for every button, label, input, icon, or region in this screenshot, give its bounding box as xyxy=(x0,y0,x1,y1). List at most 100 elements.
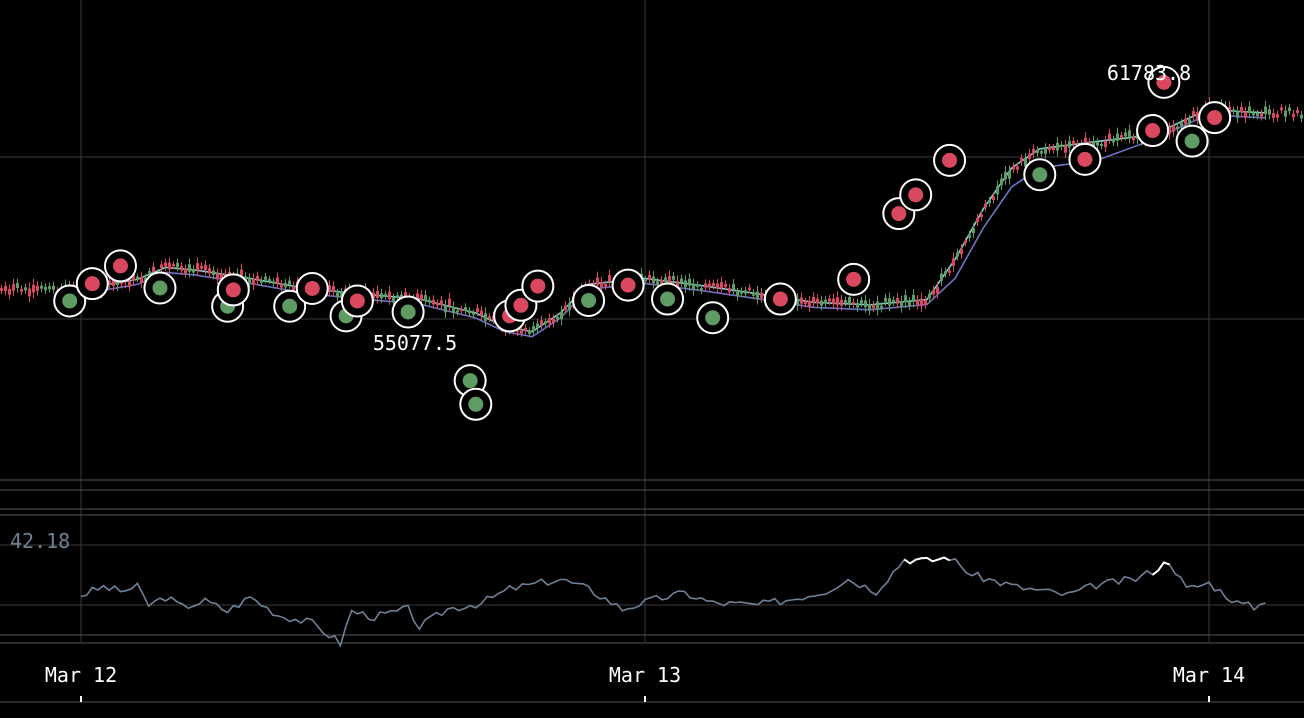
sell-marker[interactable] xyxy=(933,143,967,177)
candle-body xyxy=(960,248,963,255)
candle-body xyxy=(336,292,339,298)
candle-body xyxy=(280,283,283,288)
buy-marker[interactable] xyxy=(651,282,685,316)
sell-marker[interactable] xyxy=(837,262,871,296)
candle-body xyxy=(396,295,399,298)
sell-marker[interactable] xyxy=(1068,142,1102,176)
sell-marker[interactable] xyxy=(899,178,933,212)
candle-body xyxy=(836,297,839,305)
candle-body xyxy=(688,278,691,286)
candle-body xyxy=(564,305,567,310)
candle-body xyxy=(1188,119,1191,125)
candle-body xyxy=(420,294,423,300)
buy-marker[interactable] xyxy=(696,301,730,335)
candle-body xyxy=(876,301,879,310)
sell-marker[interactable] xyxy=(1147,65,1181,99)
candle-body xyxy=(4,285,7,292)
marker-dot xyxy=(400,304,416,320)
candle-body xyxy=(392,297,395,303)
candle-body xyxy=(1244,111,1247,118)
candle-body xyxy=(1116,133,1119,141)
candle-body xyxy=(372,292,375,299)
candle-body xyxy=(860,300,863,304)
candle-body xyxy=(436,302,439,306)
candle-body xyxy=(428,299,431,303)
marker-dot xyxy=(1077,151,1093,167)
labels: 61783.8 55077.5 42.18 Mar 12 Mar 13 Mar … xyxy=(10,61,1245,702)
candle-body xyxy=(1132,137,1135,141)
marker-dot xyxy=(152,280,168,296)
candle-body xyxy=(1180,122,1183,126)
sell-marker[interactable] xyxy=(216,273,250,307)
marker-dot xyxy=(908,187,924,203)
candle-body xyxy=(1044,148,1047,154)
candle-body xyxy=(1052,147,1055,151)
candle-body xyxy=(928,293,931,299)
sell-marker[interactable] xyxy=(295,271,329,305)
sell-marker[interactable] xyxy=(340,284,374,318)
marker-dot xyxy=(513,297,529,313)
sell-marker[interactable] xyxy=(611,268,645,302)
candle-body xyxy=(1068,140,1071,148)
buy-marker[interactable] xyxy=(143,271,177,305)
candle-body xyxy=(208,268,211,274)
marker-dot xyxy=(462,373,478,389)
candle-body xyxy=(1020,157,1023,162)
candle-body xyxy=(284,283,287,288)
candle-body xyxy=(732,283,735,290)
candle-body xyxy=(984,203,987,208)
candle-body xyxy=(660,279,663,284)
candle-body xyxy=(812,296,815,303)
buy-marker[interactable] xyxy=(391,295,425,329)
marker-dot xyxy=(62,293,78,309)
candle-body xyxy=(880,305,883,309)
candle-body xyxy=(1056,142,1059,151)
candle-body xyxy=(1000,178,1003,185)
candle-body xyxy=(144,277,147,282)
sell-marker[interactable] xyxy=(521,269,555,303)
candle-body xyxy=(1032,148,1035,154)
candle-body xyxy=(1024,158,1027,167)
buy-marker[interactable] xyxy=(53,284,87,318)
candle-body xyxy=(864,300,867,308)
sell-marker[interactable] xyxy=(103,249,137,283)
candle-body xyxy=(1264,106,1267,115)
candle-body xyxy=(1196,112,1199,120)
buy-marker[interactable] xyxy=(273,289,307,323)
candle-body xyxy=(944,271,947,275)
candle-body xyxy=(1128,130,1131,138)
candle-body xyxy=(40,285,43,289)
candle-body xyxy=(468,310,471,314)
candle-body xyxy=(1108,133,1111,139)
sell-marker[interactable] xyxy=(1136,114,1170,148)
candle-body xyxy=(824,299,827,304)
trade-markers[interactable] xyxy=(53,65,1232,421)
buy-marker[interactable] xyxy=(572,283,606,317)
candle-body xyxy=(1284,110,1287,117)
candle-body xyxy=(664,277,667,282)
buy-marker[interactable] xyxy=(1175,124,1209,158)
buy-marker[interactable] xyxy=(1023,158,1057,192)
candle-body xyxy=(400,294,403,298)
candle-body xyxy=(648,274,651,280)
candle-body xyxy=(1048,147,1051,151)
buy-marker[interactable] xyxy=(459,387,493,421)
candle-body xyxy=(452,306,455,314)
sell-marker[interactable] xyxy=(763,282,797,316)
candle-body xyxy=(340,292,343,297)
candle-body xyxy=(744,290,747,294)
sell-marker[interactable] xyxy=(1198,101,1232,135)
candle-body xyxy=(520,331,523,334)
candle-body xyxy=(272,281,275,284)
candle-body xyxy=(216,273,219,280)
marker-dot xyxy=(705,310,721,326)
candle-body xyxy=(540,320,543,325)
candle-body xyxy=(536,323,539,328)
sell-marker[interactable] xyxy=(75,267,109,301)
indicator-overbought-segment xyxy=(1151,561,1170,576)
candle-body xyxy=(1248,106,1251,114)
candle-body xyxy=(464,307,467,311)
candle-body xyxy=(900,301,903,308)
